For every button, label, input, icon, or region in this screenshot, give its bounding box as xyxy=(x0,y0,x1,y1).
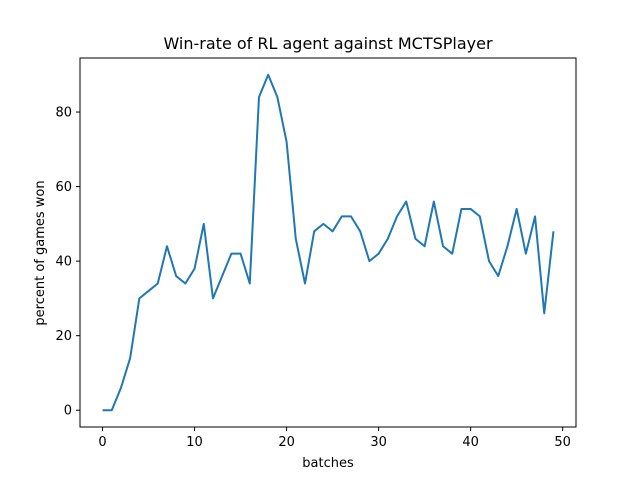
chart-title: Win-rate of RL agent against MCTSPlayer xyxy=(163,34,493,53)
y-tick-label: 80 xyxy=(55,106,72,121)
series-line-0 xyxy=(102,73,555,412)
y-tick-label: 0 xyxy=(64,404,72,419)
x-axis: 0 10 20 30 40 50 xyxy=(98,427,571,450)
x-tick-label: 50 xyxy=(554,435,571,450)
y-tick-label: 20 xyxy=(55,329,72,344)
plot-area xyxy=(102,73,555,412)
x-tick-label: 20 xyxy=(278,435,295,450)
x-axis-label: batches xyxy=(302,456,354,471)
y-axis: 0 20 40 60 80 xyxy=(55,106,80,419)
plot-frame xyxy=(79,57,577,428)
x-tick-label: 40 xyxy=(462,435,479,450)
y-tick-label: 60 xyxy=(55,180,72,195)
y-tick-label: 40 xyxy=(55,255,72,270)
x-tick-label: 10 xyxy=(186,435,203,450)
x-tick-label: 0 xyxy=(98,435,106,450)
y-axis-label: percent of games won xyxy=(33,180,48,325)
x-tick-label: 30 xyxy=(370,435,387,450)
